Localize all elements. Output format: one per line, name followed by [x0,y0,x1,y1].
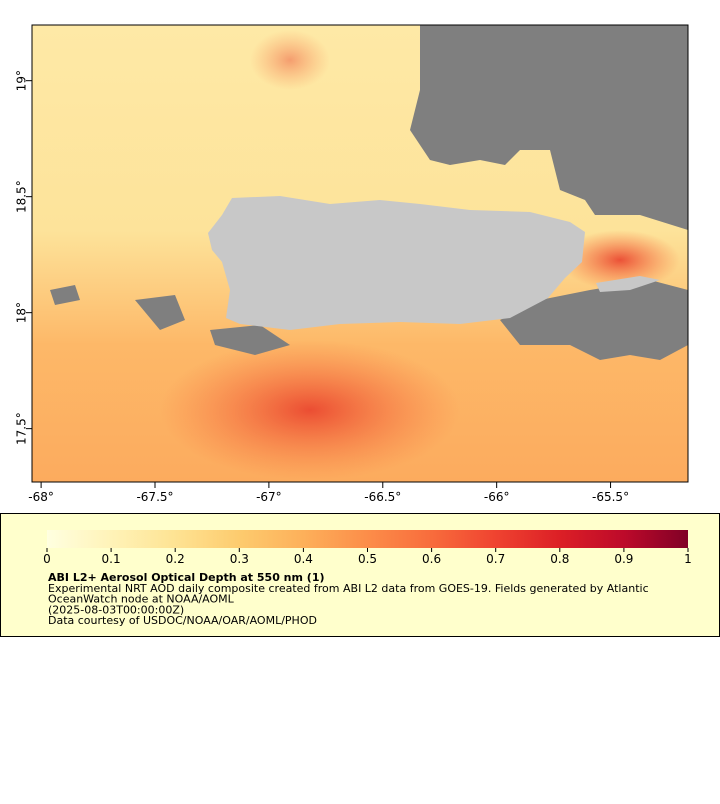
mask [50,25,688,360]
x-tick-label: -65.5° [592,490,629,504]
x-tick-label: -66° [484,490,510,504]
colorbar-tick-label: 1 [684,552,692,566]
colorbar [47,530,688,548]
y-tick-label: 17.5° [15,412,29,445]
colorbar-tick-label: 0.2 [166,552,185,566]
colorbar-tick-label: 0.8 [550,552,569,566]
y-tick-label: 19° [15,70,29,91]
x-tick-label: -67° [256,490,282,504]
x-tick-label: -66.5° [364,490,401,504]
map-frame [31,24,689,483]
colorbar-tick-label: 0.1 [102,552,121,566]
colorbar-tick-label: 0.5 [358,552,377,566]
colorbar-tick-label: 0.4 [294,552,313,566]
legend-title: ABI L2+ Aerosol Optical Depth at 550 nm … [48,571,325,584]
y-tick-label: 18° [15,302,29,323]
legend-line: OceanWatch node at NOAA/AOML [48,593,235,606]
x-tick-label: -67.5° [136,490,173,504]
y-tick-label: 18.5° [15,180,29,213]
land [208,196,660,330]
colorbar-tick-label: 0 [43,552,51,566]
legend-line: (2025-08-03T00:00:00Z) [48,603,184,616]
colorbar-tick-label: 0.7 [486,552,505,566]
map-field [32,25,688,482]
colorbar-tick-label: 0.3 [230,552,249,566]
x-tick-label: -68° [28,490,54,504]
colorbar-tick-label: 0.6 [422,552,441,566]
legend-line: Experimental NRT AOD daily composite cre… [48,582,649,595]
legend-line: Data courtesy of USDOC/NOAA/OAR/AOML/PHO… [48,614,317,627]
colorbar-tick-label: 0.9 [614,552,633,566]
